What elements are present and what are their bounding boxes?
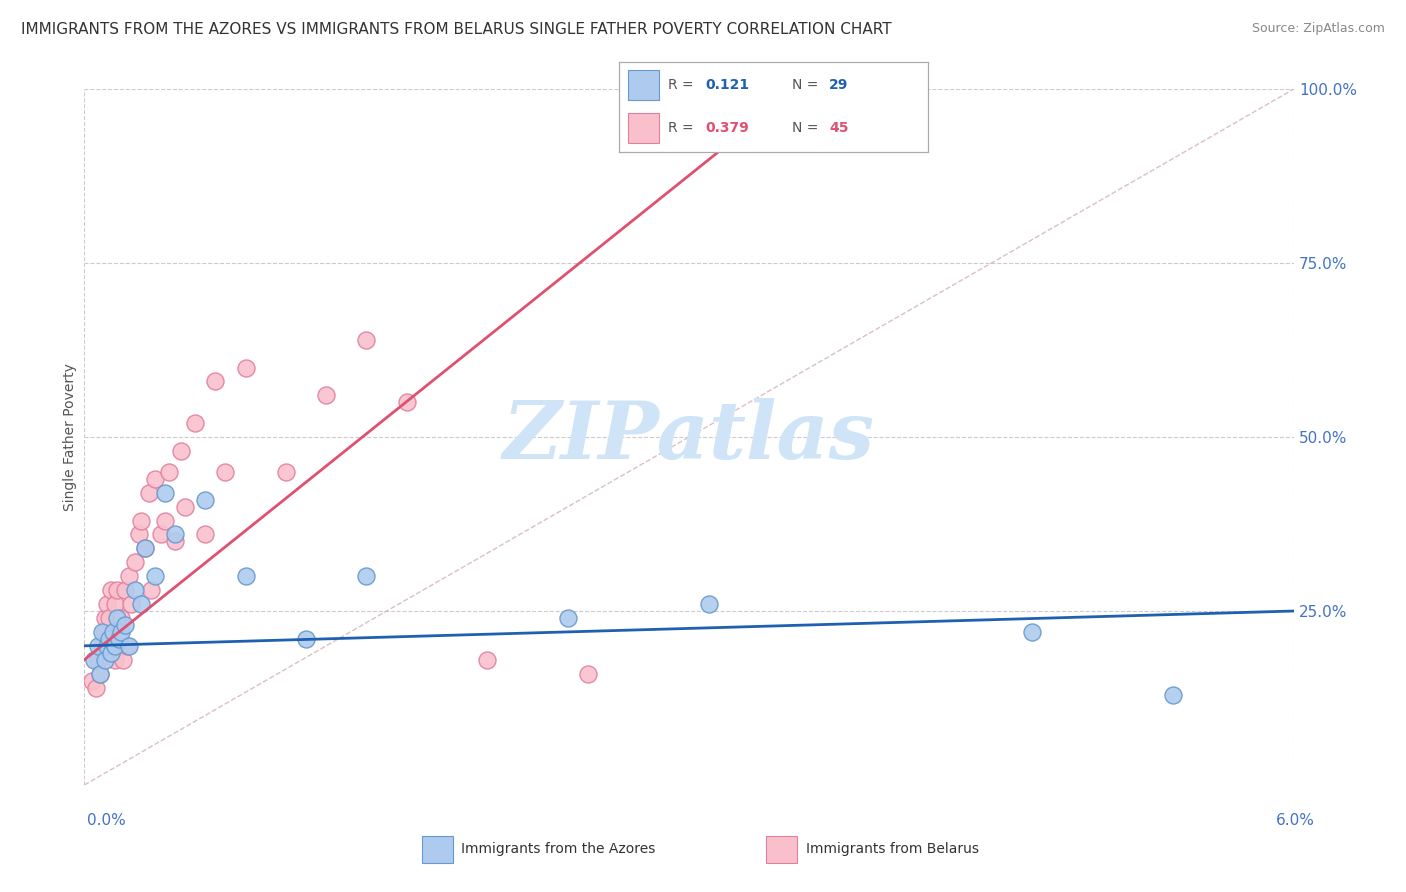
Point	[170, 444, 193, 458]
Point	[96, 597, 118, 611]
Text: 0.121: 0.121	[706, 78, 749, 92]
Point	[153, 514, 176, 528]
Point	[165, 534, 187, 549]
Point	[83, 653, 105, 667]
Point	[1161, 688, 1184, 702]
Point	[107, 632, 129, 646]
Point	[86, 681, 108, 695]
Text: N =: N =	[792, 121, 823, 135]
Y-axis label: Single Father Poverty: Single Father Poverty	[63, 363, 77, 511]
Point	[111, 653, 134, 667]
Point	[114, 583, 136, 598]
Text: Immigrants from Belarus: Immigrants from Belarus	[806, 842, 979, 856]
Point	[100, 583, 122, 598]
Point	[315, 388, 337, 402]
Point	[120, 597, 142, 611]
Point	[105, 583, 128, 598]
Point	[295, 632, 318, 646]
Point	[214, 465, 236, 479]
Point	[138, 485, 160, 500]
Point	[274, 465, 297, 479]
Point	[128, 527, 150, 541]
Text: 29: 29	[830, 78, 848, 92]
Point	[104, 639, 127, 653]
Point	[194, 492, 217, 507]
Bar	[628, 70, 659, 100]
Point	[100, 646, 122, 660]
Text: 45: 45	[830, 121, 848, 135]
Point	[153, 485, 176, 500]
Point	[93, 611, 115, 625]
Point	[91, 639, 114, 653]
Point	[576, 666, 599, 681]
Bar	[628, 113, 659, 143]
Point	[194, 527, 217, 541]
Point	[143, 569, 166, 583]
Point	[82, 673, 104, 688]
Point	[356, 333, 378, 347]
Text: ZIPatlas: ZIPatlas	[503, 399, 875, 475]
Text: IMMIGRANTS FROM THE AZORES VS IMMIGRANTS FROM BELARUS SINGLE FATHER POVERTY CORR: IMMIGRANTS FROM THE AZORES VS IMMIGRANTS…	[21, 22, 891, 37]
Point	[557, 611, 579, 625]
Point	[124, 583, 146, 598]
Point	[118, 639, 141, 653]
Point	[89, 666, 111, 681]
Point	[477, 653, 499, 667]
Point	[96, 639, 118, 653]
Point	[235, 360, 257, 375]
Point	[110, 611, 132, 625]
Point	[104, 653, 127, 667]
Point	[101, 639, 124, 653]
Point	[235, 569, 257, 583]
Text: Source: ZipAtlas.com: Source: ZipAtlas.com	[1251, 22, 1385, 36]
Text: R =: R =	[668, 78, 699, 92]
Point	[107, 624, 129, 639]
Point	[124, 555, 146, 569]
Point	[101, 624, 124, 639]
Point	[1021, 624, 1043, 639]
Point	[93, 624, 115, 639]
Text: 6.0%: 6.0%	[1275, 814, 1315, 828]
Point	[129, 597, 152, 611]
Text: N =: N =	[792, 78, 823, 92]
Point	[356, 569, 378, 583]
Text: Immigrants from the Azores: Immigrants from the Azores	[461, 842, 655, 856]
Point	[115, 639, 138, 653]
Text: 0.379: 0.379	[706, 121, 749, 135]
Point	[139, 583, 162, 598]
Point	[97, 632, 120, 646]
Point	[143, 472, 166, 486]
Point	[118, 569, 141, 583]
Point	[91, 624, 114, 639]
Point	[97, 611, 120, 625]
Point	[395, 395, 418, 409]
Point	[697, 597, 720, 611]
Point	[87, 639, 110, 653]
Point	[204, 375, 226, 389]
Point	[129, 514, 152, 528]
Point	[184, 416, 207, 430]
Point	[105, 611, 128, 625]
Point	[157, 465, 180, 479]
Point	[134, 541, 156, 556]
Point	[93, 653, 115, 667]
Point	[174, 500, 197, 514]
Text: 0.0%: 0.0%	[87, 814, 127, 828]
Point	[134, 541, 156, 556]
Point	[114, 618, 136, 632]
Point	[89, 666, 111, 681]
Text: R =: R =	[668, 121, 699, 135]
Point	[110, 624, 132, 639]
Point	[149, 527, 172, 541]
Point	[87, 653, 110, 667]
Point	[165, 527, 187, 541]
Point	[104, 597, 127, 611]
